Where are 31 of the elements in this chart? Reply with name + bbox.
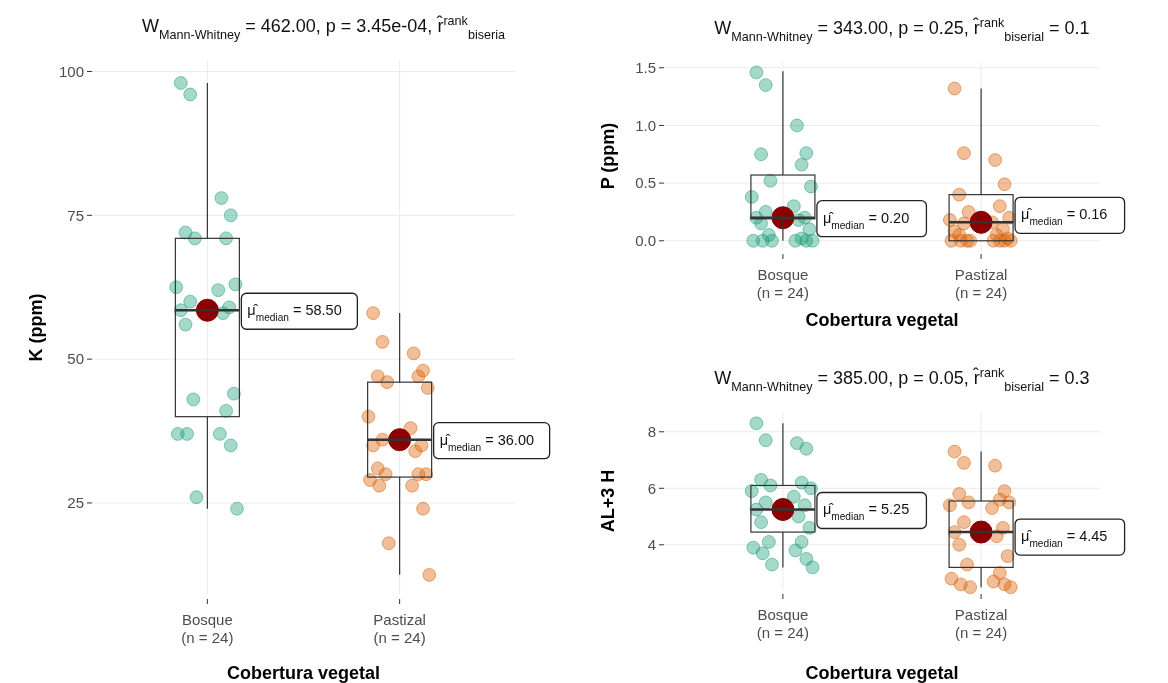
x-tick-label: Pastizal (n = 24) <box>954 266 1008 301</box>
x-tick-label: Pastizal (n = 24) <box>954 606 1008 641</box>
y-tick-label: 100 <box>58 62 84 80</box>
x-tick-label: Bosque (n = 24) <box>756 266 809 301</box>
annotation: μ̂$_{median}$ = 0.20 <box>822 209 910 231</box>
annotation: μ̂$_{median}$ = 4.45 <box>1021 528 1108 549</box>
y-tick-label: 0.5 <box>635 174 656 192</box>
y-tick-label: 25 <box>67 494 84 512</box>
y-axis-title: P (ppm) <box>598 122 618 190</box>
x-axis-title: Cobertura vegetal <box>805 310 959 330</box>
y-axis-title: AL+3 H <box>598 469 618 533</box>
x-tick-label: Bosque (n = 24) <box>181 611 234 646</box>
chart-title: W$_{Mann-Whitney}$ = 385.00, p = 0.05, r̂$^{rank}$$_{biserial}$ = 0.3 <box>714 366 1090 394</box>
y-axis-title: K (ppm) <box>26 293 46 362</box>
chart-title: W$_{Mann-Whitney}$ = 343.00, p = 0.25, r̂$^{rank}$$_{biserial}$ = 0.1 <box>714 16 1090 44</box>
y-tick-label: 1.0 <box>635 116 656 134</box>
y-tick-label: 8 <box>647 423 656 441</box>
y-tick-label: 6 <box>647 479 656 497</box>
x-axis-title: Cobertura vegetal <box>226 663 381 683</box>
y-tick-label: 75 <box>67 206 84 224</box>
annotation: μ̂$_{median}$ = 36.00 <box>439 431 535 453</box>
y-tick-label: 50 <box>67 350 84 368</box>
x-axis-title: Cobertura vegetal <box>805 663 959 683</box>
y-tick-label: 0.0 <box>635 232 656 250</box>
x-tick-label: Pastizal (n = 24) <box>373 611 426 646</box>
y-tick-label: 4 <box>647 536 656 554</box>
annotation: μ̂$_{median}$ = 58.50 <box>247 302 342 323</box>
annotation: μ̂$_{median}$ = 0.16 <box>1021 206 1108 227</box>
x-tick-label: Bosque (n = 24) <box>756 606 809 641</box>
annotation: μ̂$_{median}$ = 5.25 <box>822 501 910 522</box>
y-tick-label: 1.5 <box>635 59 656 77</box>
